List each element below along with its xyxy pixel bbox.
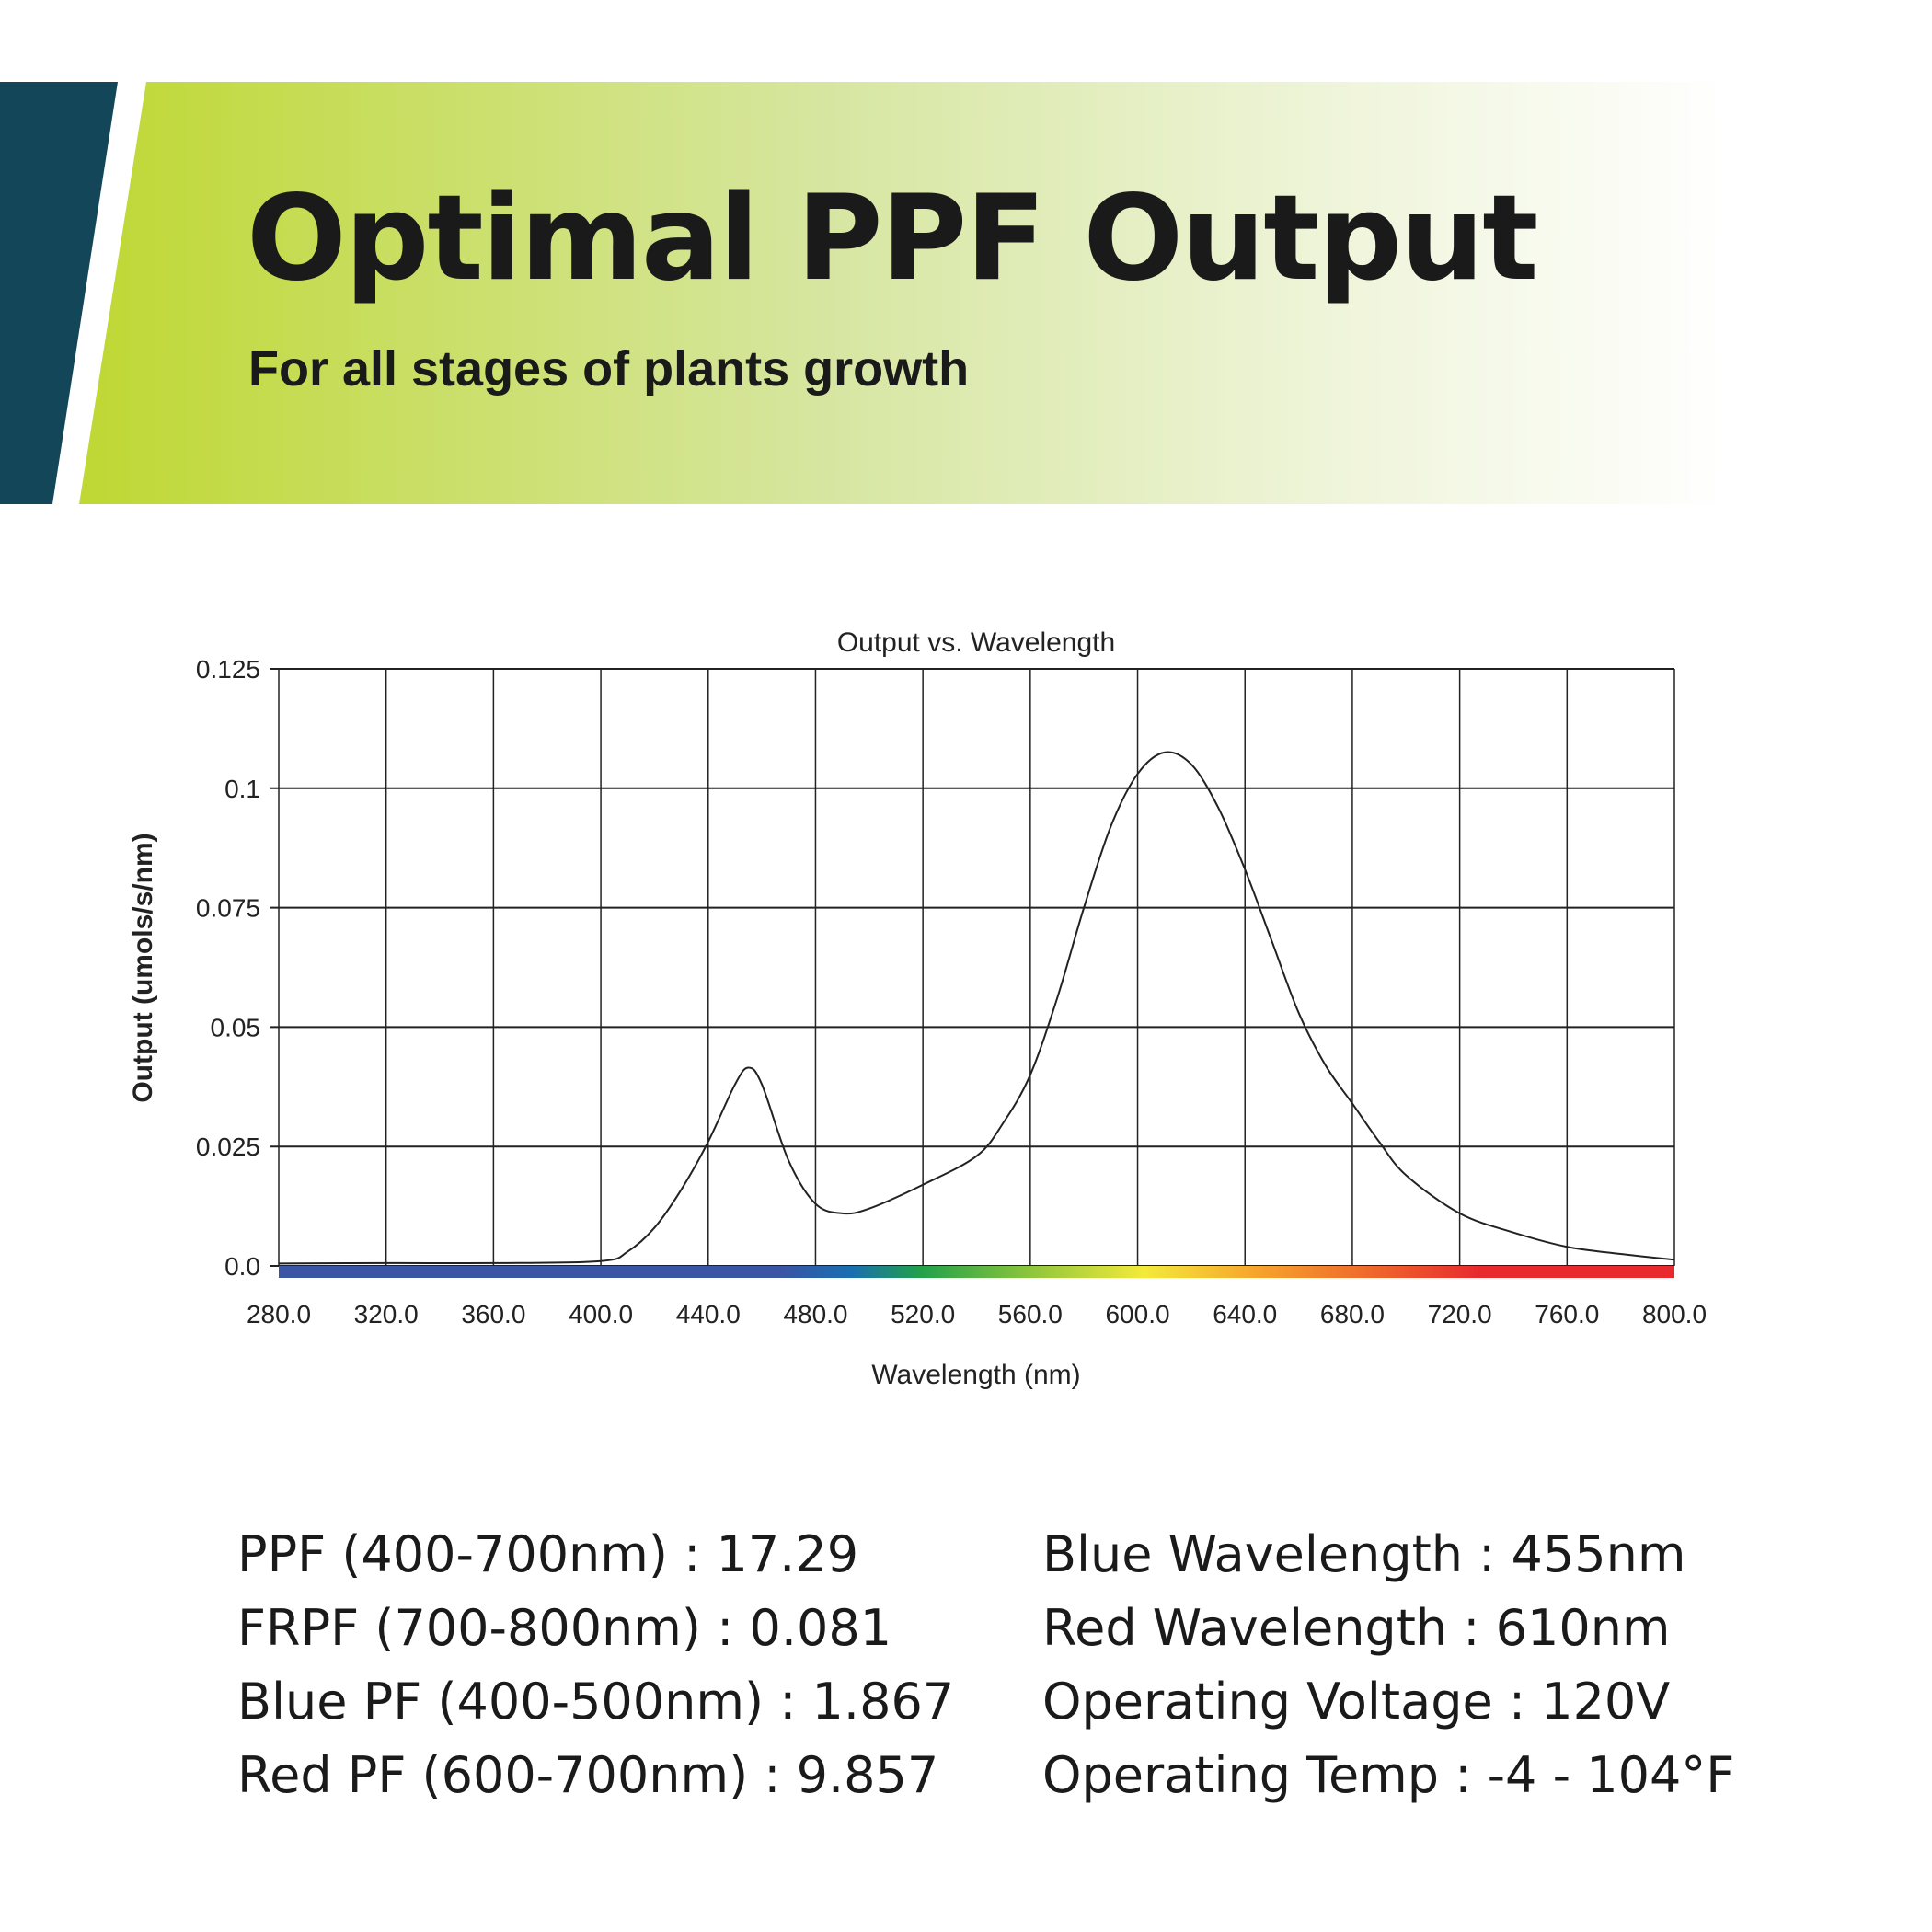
chart-title: Output vs. Wavelength [837,627,1115,658]
y-axis-label: Output (umols/s/nm) [128,833,158,1102]
x-tick-label: 640.0 [1213,1300,1277,1328]
spec-operating-voltage: Operating Voltage : 120V [1042,1673,1671,1731]
green-gradient-panel [79,82,1730,504]
page-subtitle: For all stages of plants growth [248,341,970,397]
y-tick-label: 0.025 [196,1133,260,1161]
spec-operating-temp: Operating Temp : -4 - 104°F [1042,1746,1735,1804]
page-title: Optimal PPF Output [247,170,1538,307]
x-tick-label: 760.0 [1535,1300,1599,1328]
spec-red-wavelength: Red Wavelength : 610nm [1042,1599,1671,1657]
x-tick-label: 480.0 [783,1300,847,1328]
spec-ppf: PPF (400-700nm) : 17.29 [237,1525,859,1583]
x-axis-label: Wavelength (nm) [871,1360,1080,1390]
teal-stripe [0,82,118,504]
x-tick-label: 320.0 [354,1300,419,1328]
output-series-line [278,751,1675,1265]
output-vs-wavelength-chart: Output vs. Wavelength 280.0 320.0 360.0 400… [128,627,1707,1390]
header-banner [0,82,1730,504]
spec-red-pf: Red PF (600-700nm) : 9.857 [237,1746,939,1804]
x-tick-label: 680.0 [1320,1300,1385,1328]
x-tick-label: 720.0 [1428,1300,1492,1328]
x-tick-label: 600.0 [1105,1300,1169,1328]
x-tick-label: 400.0 [569,1300,633,1328]
x-tick-label: 520.0 [891,1300,955,1328]
y-tick-label: 0.0 [224,1252,260,1281]
header-background [0,82,1730,504]
spec-frpf: FRPF (700-800nm) : 0.081 [237,1599,892,1657]
specs-right-column: Blue Wavelength : 455nm Red Wavelength :… [1042,1518,1734,1812]
y-tick-label: 0.075 [196,894,260,923]
x-tick-label: 280.0 [247,1300,311,1328]
spec-blue-pf: Blue PF (400-500nm) : 1.867 [237,1673,955,1731]
y-tick-label: 0.1 [224,775,260,803]
x-tick-label: 440.0 [676,1300,741,1328]
spectrum-color-bar [279,1266,1674,1278]
x-tick-label: 800.0 [1642,1300,1707,1328]
x-tick-label: 560.0 [998,1300,1063,1328]
specs-left-column: PPF (400-700nm) : 17.29 FRPF (700-800nm)… [237,1518,954,1812]
y-tick-label: 0.125 [196,655,260,684]
x-tick-label: 360.0 [461,1300,525,1328]
spec-blue-wavelength: Blue Wavelength : 455nm [1042,1525,1686,1583]
y-tick-label: 0.05 [211,1013,261,1041]
